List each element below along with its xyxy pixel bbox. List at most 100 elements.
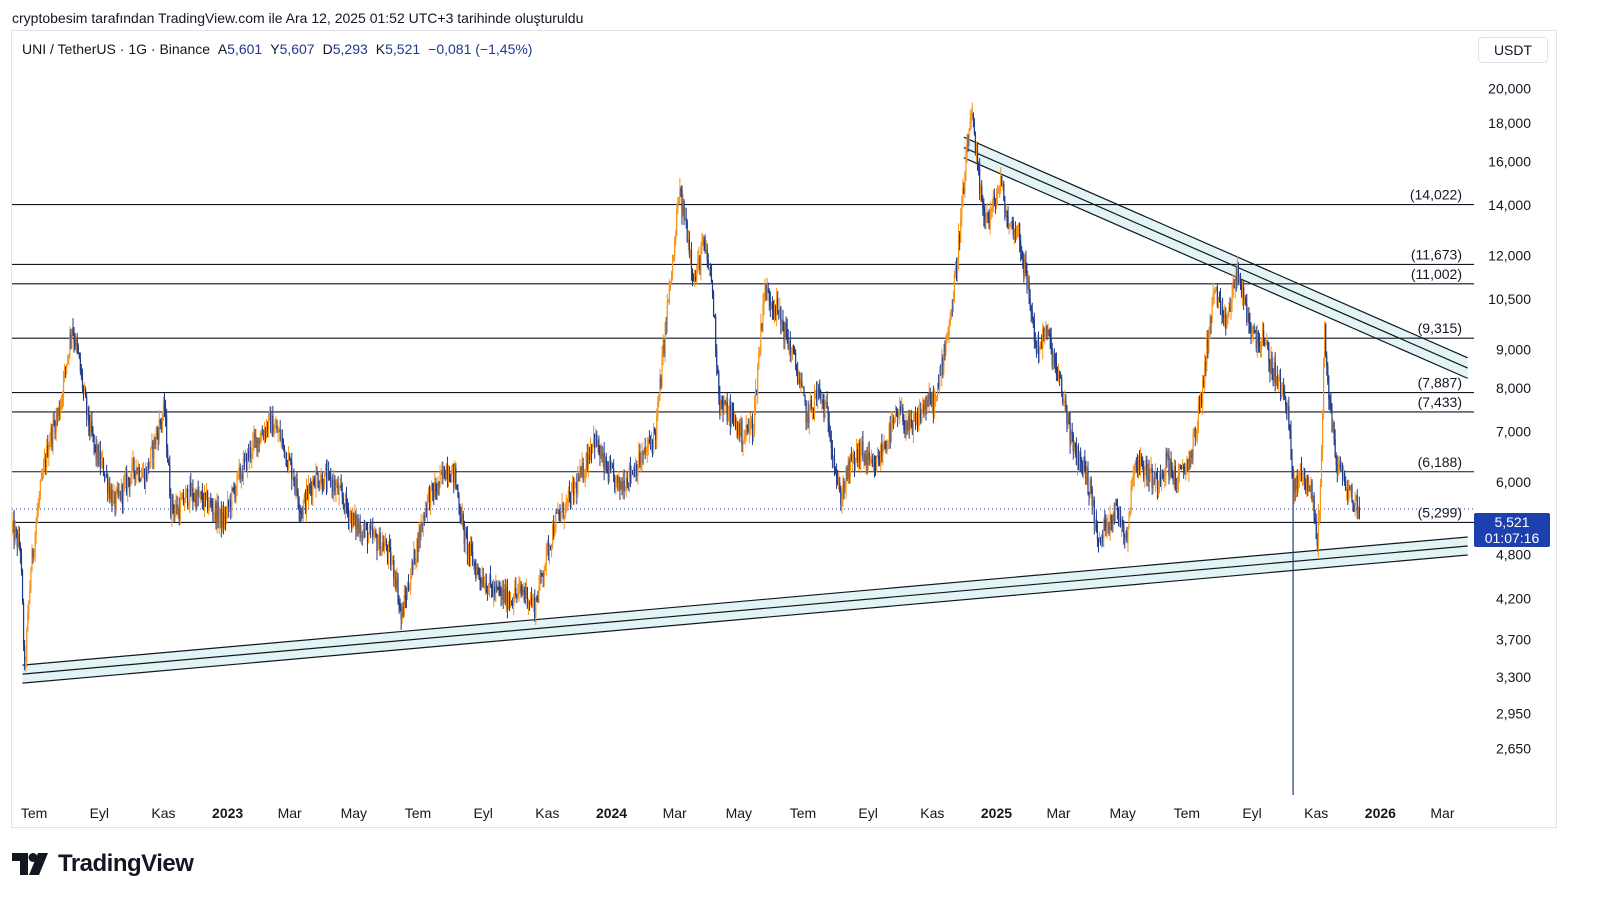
- candle-body: [837, 478, 839, 484]
- candle-body: [178, 507, 180, 520]
- candle-body: [873, 462, 876, 467]
- candle-body: [839, 482, 841, 492]
- candle-body: [820, 392, 822, 400]
- candle-body: [541, 574, 543, 575]
- candle-body: [394, 577, 396, 579]
- candle-body: [1131, 482, 1133, 491]
- candle-body: [401, 606, 403, 619]
- candle-body: [67, 355, 69, 365]
- candle-body: [563, 517, 565, 518]
- candle-body: [12, 519, 14, 526]
- candle-body: [1095, 521, 1098, 531]
- candle-body: [663, 344, 665, 354]
- candle-body: [755, 389, 757, 406]
- brand-logo[interactable]: TradingView: [12, 850, 194, 878]
- y-tick-label: 6,000: [1496, 474, 1531, 490]
- candle-body: [645, 452, 647, 454]
- candle-body: [508, 601, 511, 603]
- candle-body: [855, 449, 858, 459]
- currency-button[interactable]: USDT: [1478, 37, 1548, 63]
- candle-body: [254, 435, 256, 438]
- candle-body: [343, 503, 345, 512]
- candle-body: [973, 120, 975, 134]
- candle-body: [1244, 298, 1246, 300]
- candle-body: [629, 465, 632, 478]
- candle-body: [193, 499, 195, 501]
- y-tick-label: 2,650: [1496, 741, 1531, 757]
- candle-body: [416, 539, 418, 560]
- candle-body: [1068, 419, 1070, 424]
- candle-body: [1158, 475, 1161, 484]
- candle-body: [310, 486, 312, 488]
- y-tick-label: 7,000: [1496, 423, 1531, 439]
- candle-body: [1034, 341, 1036, 342]
- candle-body: [106, 474, 108, 476]
- candle-body: [1117, 510, 1120, 524]
- candle-body: [540, 572, 542, 575]
- candle-body: [1089, 479, 1091, 496]
- candle-body: [1005, 215, 1007, 218]
- candle-body: [538, 585, 540, 600]
- candle-body: [136, 468, 138, 474]
- candle-body: [42, 465, 45, 476]
- candle-body: [448, 475, 451, 481]
- candle-body: [623, 480, 625, 492]
- candle-body: [719, 394, 721, 415]
- candle-body: [207, 491, 209, 511]
- candle-body: [614, 475, 616, 490]
- candle-body: [652, 429, 655, 449]
- change-value: −0,081 (−1,45%): [428, 41, 533, 57]
- candle-body: [392, 560, 394, 563]
- candle-body: [205, 491, 208, 497]
- candle-body: [888, 424, 890, 442]
- candle-body: [1213, 292, 1215, 294]
- candle-body: [736, 421, 738, 429]
- candle-body: [641, 453, 643, 463]
- candle-body: [345, 494, 348, 507]
- candle-body: [841, 497, 843, 505]
- candle-body: [539, 572, 541, 586]
- symbol-label[interactable]: UNI / TetherUS · 1G · Binance: [22, 41, 211, 57]
- candle-body: [1291, 459, 1293, 472]
- candle-body: [500, 590, 502, 596]
- candle-body: [282, 438, 284, 446]
- candle-body: [126, 474, 128, 492]
- candle-body: [1006, 215, 1008, 217]
- candle-body: [934, 396, 937, 398]
- ohlc-legend: UNI / TetherUS · 1G · Binance A5,601 Y5,6…: [22, 41, 532, 57]
- candle-body: [311, 487, 313, 496]
- candle-body: [1354, 496, 1356, 512]
- candle-body: [188, 502, 190, 506]
- candle-body: [628, 465, 631, 486]
- candle-body: [544, 564, 546, 572]
- candle-body: [805, 403, 807, 423]
- candle-body: [474, 562, 476, 568]
- candle-body: [1352, 501, 1354, 508]
- candle-body: [1232, 281, 1234, 297]
- candle-body: [76, 338, 78, 347]
- candle-body: [802, 386, 804, 388]
- candle-body: [582, 462, 584, 480]
- candle-body: [569, 495, 572, 507]
- candle-body: [1312, 496, 1314, 500]
- candle-body: [445, 464, 447, 480]
- chart-frame[interactable]: [11, 30, 1557, 828]
- candle-body: [838, 482, 840, 484]
- candle-body: [989, 212, 991, 228]
- candle-body: [1114, 502, 1116, 521]
- candle-body: [1195, 432, 1197, 437]
- brand-name: TradingView: [58, 850, 194, 877]
- candle-body: [871, 459, 873, 467]
- candle-body: [1332, 422, 1334, 433]
- candle-body: [874, 466, 877, 472]
- candle-body: [13, 519, 15, 541]
- candle-body: [302, 501, 304, 515]
- candle-body: [36, 510, 38, 524]
- candle-body: [1322, 360, 1325, 412]
- candle-body: [655, 432, 657, 440]
- candle-body: [1317, 514, 1319, 547]
- candle-body: [1167, 455, 1169, 457]
- candle-body: [276, 426, 278, 433]
- candle-body: [148, 462, 150, 469]
